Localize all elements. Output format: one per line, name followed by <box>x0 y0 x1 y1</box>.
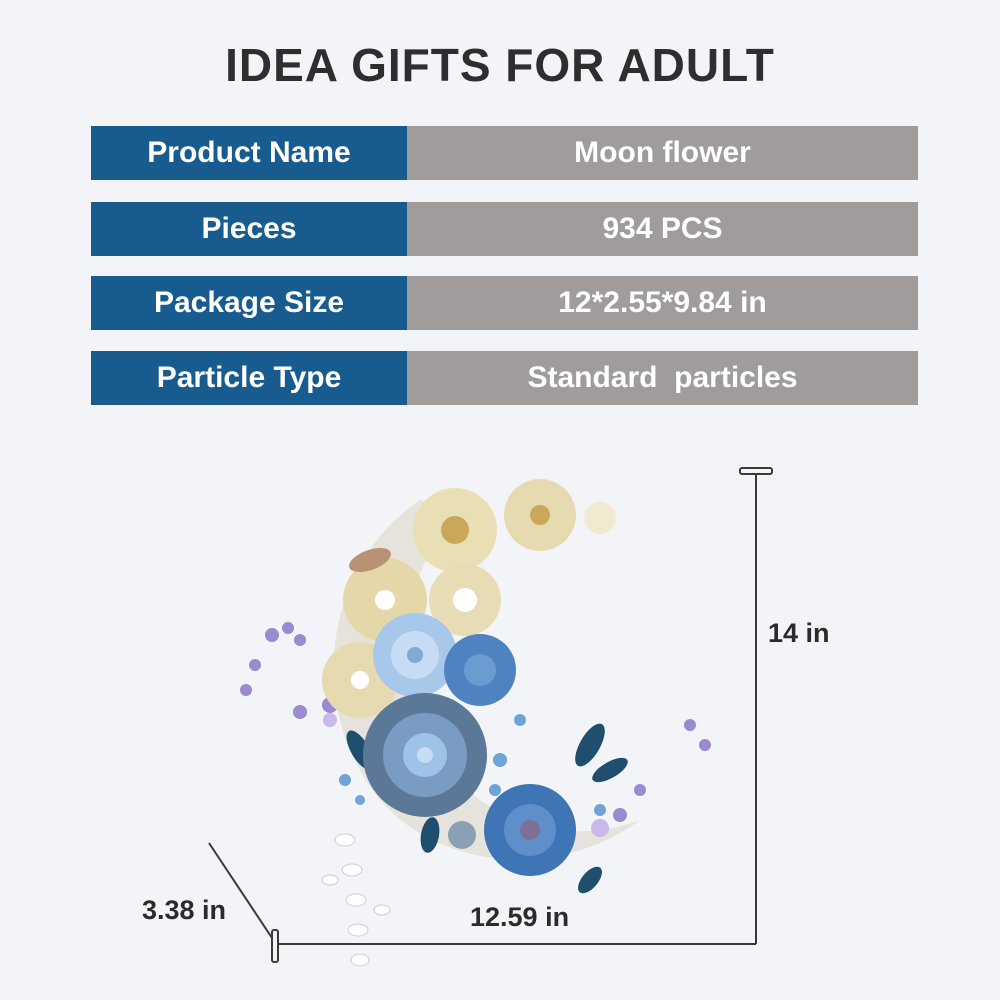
blue-flower <box>444 634 516 706</box>
dimension-lines <box>208 467 773 963</box>
moon-flower-bouquet <box>240 479 711 967</box>
spec-label: Particle Type <box>91 351 407 405</box>
spec-row-package-size: Package Size 12*2.55*9.84 in <box>91 276 918 330</box>
height-dimension-cap <box>739 467 773 475</box>
spec-label: Package Size <box>91 276 407 330</box>
spec-row-particle-type: Particle Type Standard particles <box>91 351 918 405</box>
lilac-buds <box>323 713 609 837</box>
spec-row-pieces: Pieces 934 PCS <box>91 202 918 256</box>
spec-row-product-name: Product Name Moon flower <box>91 126 918 180</box>
depth-dimension-cap <box>271 929 279 963</box>
spec-label: Pieces <box>91 202 407 256</box>
light-blue-succulent <box>373 613 457 697</box>
spec-value: 934 PCS <box>407 202 918 256</box>
spec-value: Moon flower <box>407 126 918 180</box>
blue-rose <box>484 784 576 876</box>
spec-label: Product Name <box>91 126 407 180</box>
blue-berries <box>339 714 606 816</box>
depth-dimension-line <box>208 842 277 945</box>
page-title: IDEA GIFTS FOR ADULT <box>225 39 775 91</box>
width-label: 12.59 in <box>470 902 570 932</box>
height-label: 14 in <box>768 618 830 648</box>
spec-value: 12*2.55*9.84 in <box>407 276 918 330</box>
white-sprigs <box>321 833 391 967</box>
spec-value: Standard particles <box>407 351 918 405</box>
small-grey-succulent <box>448 821 476 849</box>
depth-label: 3.38 in <box>142 895 227 925</box>
teal-leaves <box>346 723 628 894</box>
large-slate-succulent <box>363 693 487 817</box>
